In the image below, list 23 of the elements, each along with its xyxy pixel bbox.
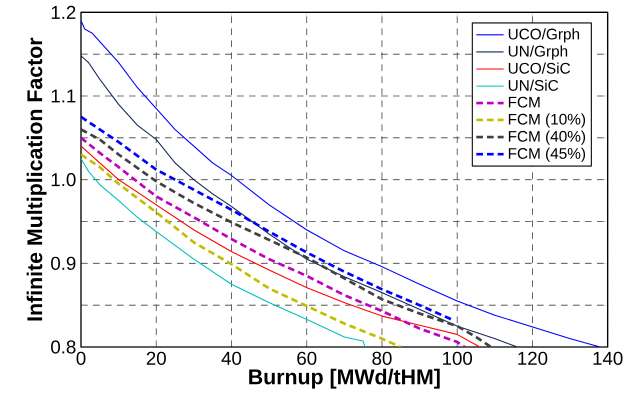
y-tick-label: 0.9 [51,256,76,270]
legend-label: FCM (45%) [508,148,586,162]
legend-label: UN/Grph [508,45,568,60]
legend-label: FCM (10%) [508,113,586,128]
y-tick-label: 0.8 [51,340,76,354]
x-tick-label: 100 [443,352,472,365]
x-tick-label: 0 [76,352,86,365]
legend-label: UCO/Grph [508,28,580,43]
x-tick-label: 80 [372,352,392,365]
legend-label: FCM [508,96,540,108]
y-tick-label: 1.2 [52,6,76,19]
x-tick-label: 120 [518,352,548,365]
legend-label: UN/SiC [508,80,558,91]
y-tick-label: 1.1 [52,90,76,102]
x-tick-label: 20 [146,352,166,365]
x-axis-title: Burnup [MWd/tHM] [249,368,440,389]
legend-label: UCO/SiC [508,62,570,74]
x-tick-label: 140 [594,352,623,365]
x-tick-label: 60 [297,352,316,365]
x-tick-label: 40 [222,352,242,365]
legend-label: FCM (40%) [508,130,586,145]
y-axis-title: Infinite Multiplication Factor [26,38,47,320]
y-tick-label: 1.0 [52,173,76,186]
